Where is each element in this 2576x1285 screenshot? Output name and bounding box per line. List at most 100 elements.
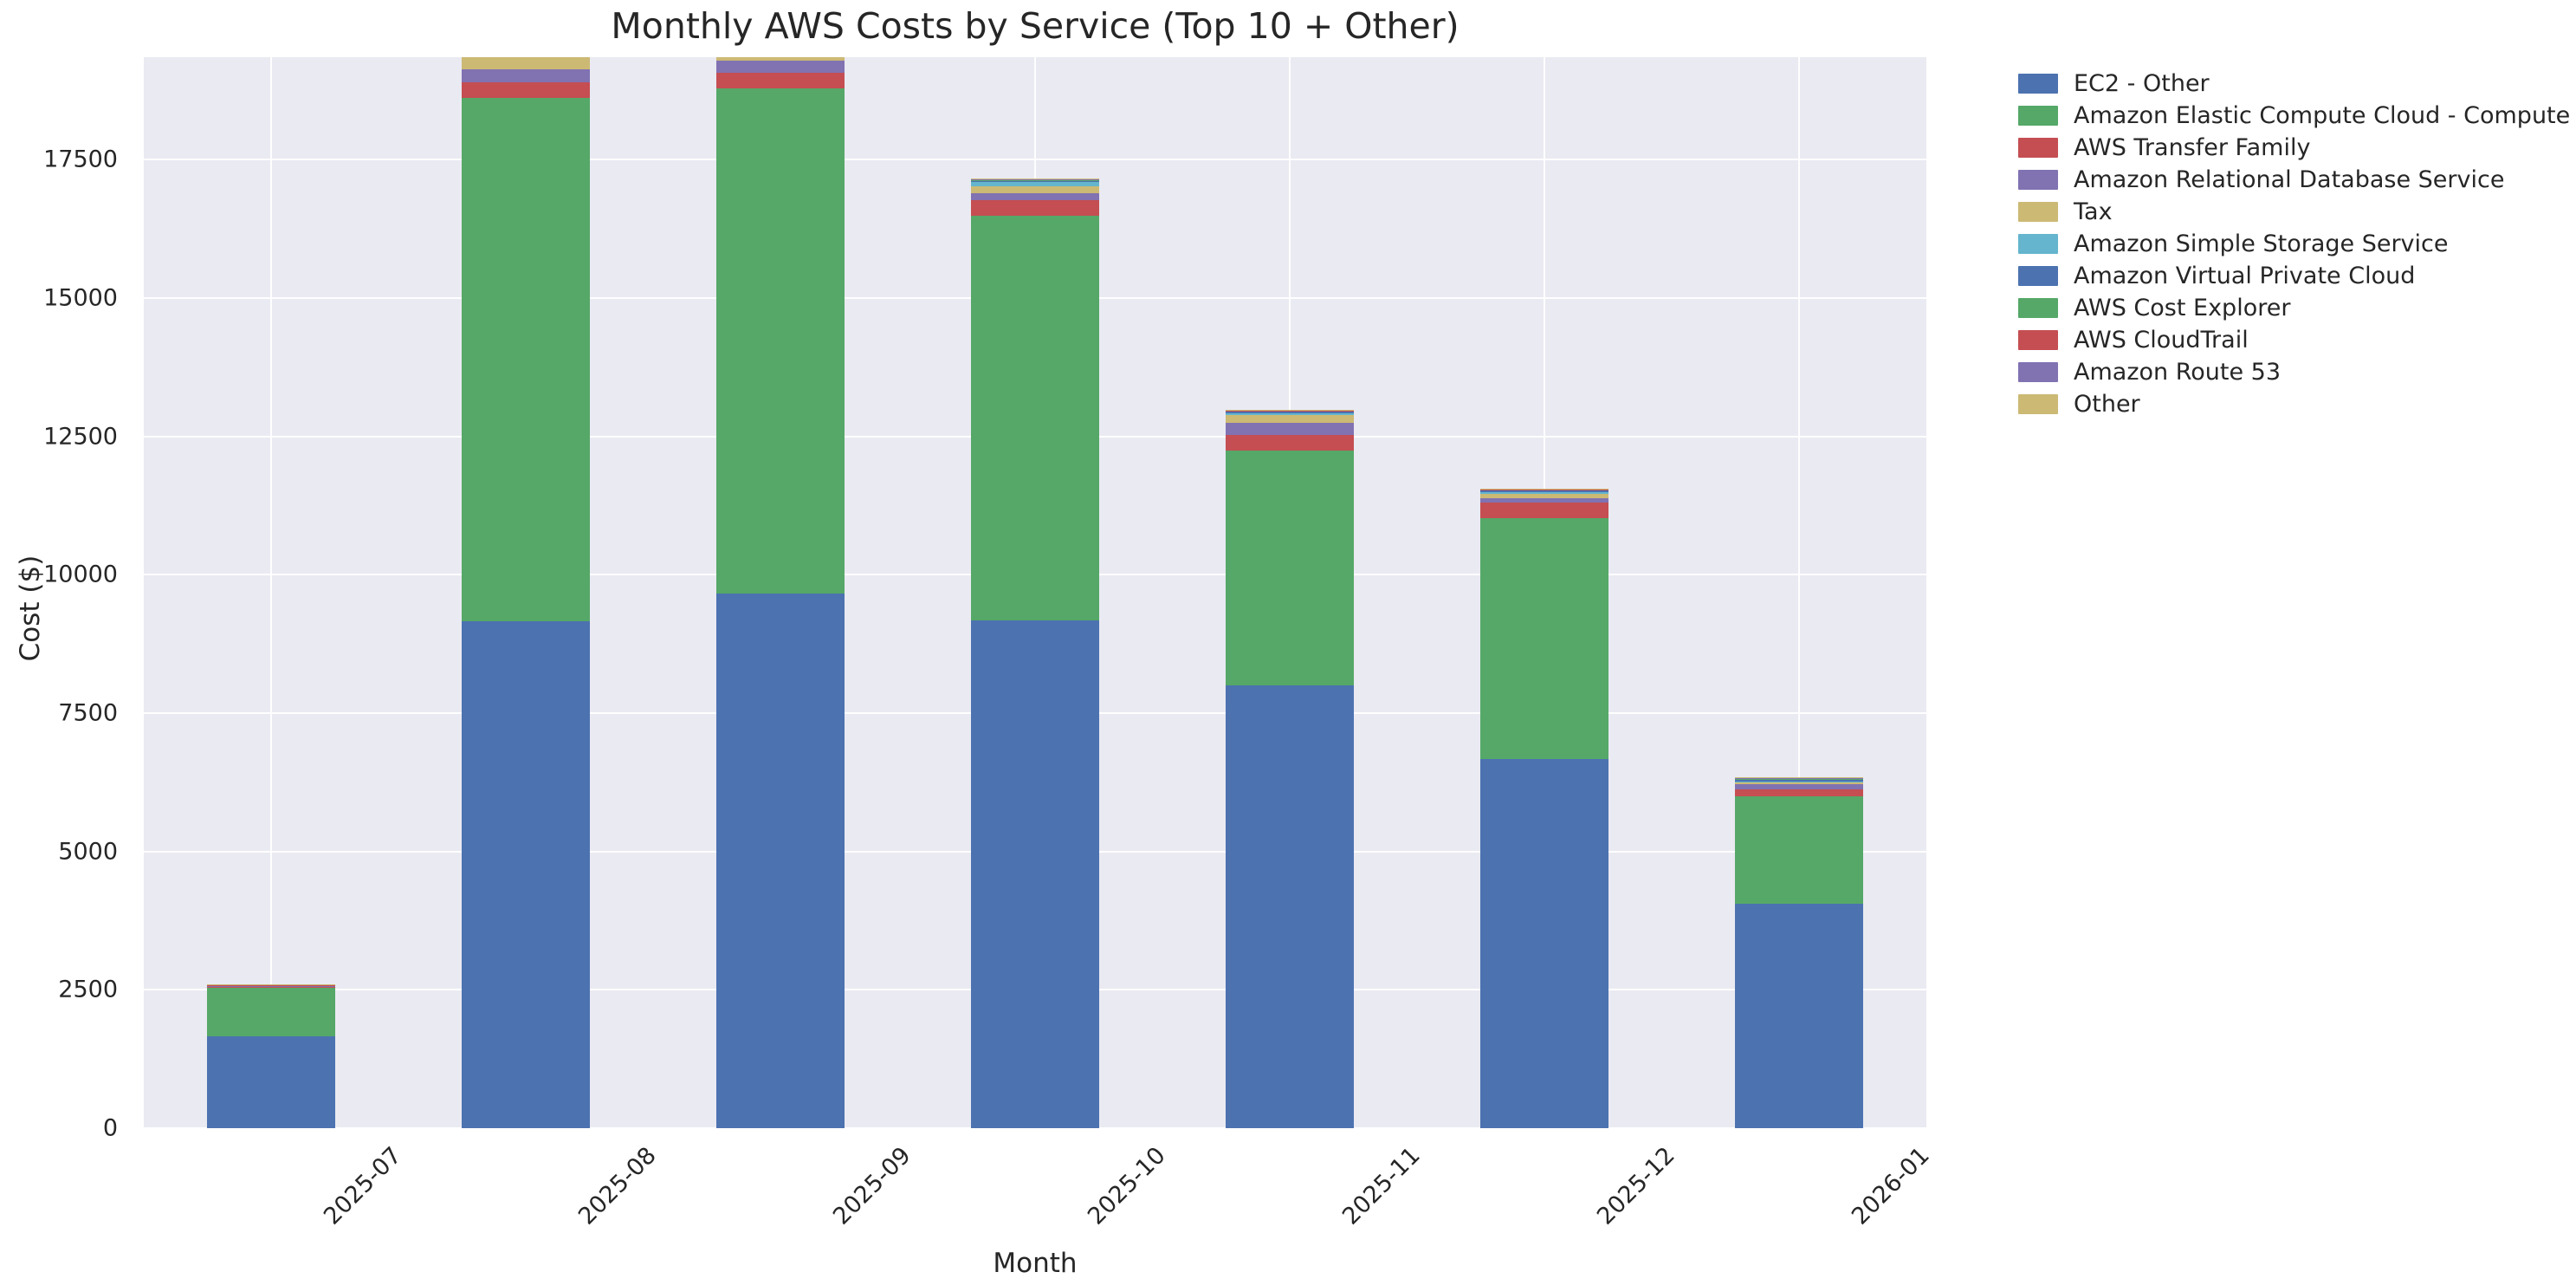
bar-segment — [716, 73, 845, 89]
legend-item-label: AWS Cost Explorer — [2074, 295, 2291, 321]
legend-item-8[interactable]: AWS CloudTrail — [2018, 324, 2573, 356]
x-tick-2026-01: 2026-01 — [1847, 1142, 1935, 1230]
bar-segment — [971, 179, 1099, 181]
legend-swatch-icon — [2018, 106, 2058, 126]
legend-item-6[interactable]: Amazon Virtual Private Cloud — [2018, 260, 2573, 292]
bar-segment — [1735, 796, 1863, 905]
legend-item-label: EC2 - Other — [2074, 70, 2210, 97]
legend-swatch-icon — [2018, 394, 2058, 414]
bar-segment — [971, 185, 1099, 194]
legend-item-label: Amazon Simple Storage Service — [2074, 230, 2449, 257]
legend-item-4[interactable]: Tax — [2018, 196, 2573, 228]
legend-item-label: Amazon Elastic Compute Cloud - Compute — [2074, 102, 2571, 129]
gridline-x-2025-07 — [270, 57, 272, 1128]
legend-item-label: Amazon Virtual Private Cloud — [2074, 263, 2416, 289]
x-tick-2025-09: 2025-09 — [828, 1142, 916, 1230]
legend-item-label: Tax — [2074, 198, 2113, 225]
bar-segment — [1735, 789, 1863, 797]
bar-segment — [1480, 758, 1608, 1128]
bar-segment — [462, 82, 590, 99]
bar-segment — [716, 88, 845, 594]
bar-2025-07[interactable] — [207, 984, 335, 1128]
x-axis-label: Month — [993, 1248, 1078, 1279]
legend-item-3[interactable]: Amazon Relational Database Service — [2018, 164, 2573, 196]
bar-segment — [1735, 777, 1863, 779]
bar-segment — [971, 620, 1099, 1128]
bar-2025-12[interactable] — [1480, 488, 1608, 1128]
y-tick-7500: 7500 — [58, 699, 118, 727]
bar-segment — [1735, 904, 1863, 1128]
bar-segment — [971, 215, 1099, 621]
bar-segment — [1226, 414, 1354, 424]
bar-segment — [1735, 782, 1863, 785]
legend-item-5[interactable]: Amazon Simple Storage Service — [2018, 228, 2573, 260]
bar-segment — [207, 985, 335, 987]
bar-segment — [1480, 497, 1608, 503]
bar-2025-11[interactable] — [1226, 409, 1354, 1128]
bar-segment — [971, 180, 1099, 183]
x-tick-2025-11: 2025-11 — [1337, 1142, 1426, 1230]
legend-item-7[interactable]: AWS Cost Explorer — [2018, 292, 2573, 324]
bar-segment — [1480, 493, 1608, 498]
bar-segment — [1226, 413, 1354, 415]
bar-segment — [1226, 410, 1354, 412]
bar-segment — [1226, 434, 1354, 451]
bar-segment — [1226, 423, 1354, 435]
y-axis-label: Cost ($) — [15, 555, 46, 662]
bar-segment — [1480, 502, 1608, 519]
bar-segment — [207, 986, 335, 988]
bar-segment — [462, 57, 590, 70]
bar-segment — [1735, 778, 1863, 780]
y-tick-2500: 2500 — [58, 976, 118, 1003]
x-tick-2025-08: 2025-08 — [573, 1142, 662, 1230]
legend-item-0[interactable]: EC2 - Other — [2018, 68, 2573, 100]
legend-item-label: Amazon Route 53 — [2074, 359, 2282, 386]
bar-segment — [971, 178, 1099, 179]
bar-2025-08[interactable] — [462, 57, 590, 1128]
legend-swatch-icon — [2018, 330, 2058, 350]
legend-item-9[interactable]: Amazon Route 53 — [2018, 356, 2573, 388]
bar-segment — [1226, 411, 1354, 412]
bar-segment — [207, 1035, 335, 1128]
bar-segment — [1735, 781, 1863, 783]
y-tick-5000: 5000 — [58, 838, 118, 866]
bar-segment — [462, 620, 590, 1128]
y-tick-10000: 10000 — [43, 561, 118, 588]
chart-title: Monthly AWS Costs by Service (Top 10 + O… — [611, 5, 1460, 47]
y-tick-17500: 17500 — [43, 146, 118, 173]
bar-segment — [716, 60, 845, 74]
bar-segment — [971, 179, 1099, 180]
y-tick-12500: 12500 — [43, 423, 118, 451]
chart-legend: EC2 - Other Amazon Elastic Compute Cloud … — [2018, 68, 2573, 420]
legend-swatch-icon — [2018, 234, 2058, 254]
bar-segment — [716, 57, 845, 61]
bar-segment — [716, 593, 845, 1128]
legend-item-10[interactable]: Other — [2018, 388, 2573, 420]
bar-segment — [1735, 784, 1863, 789]
bar-segment — [971, 200, 1099, 216]
bar-segment — [1480, 490, 1608, 493]
x-tick-2025-07: 2025-07 — [319, 1142, 407, 1230]
legend-swatch-icon — [2018, 170, 2058, 190]
bar-segment — [207, 987, 335, 1036]
bar-2026-01[interactable] — [1735, 777, 1863, 1128]
bar-segment — [1226, 409, 1354, 411]
bar-segment — [1480, 488, 1608, 490]
legend-item-label: Amazon Relational Database Service — [2074, 166, 2505, 193]
legend-item-2[interactable]: AWS Transfer Family — [2018, 132, 2573, 164]
bar-2025-10[interactable] — [971, 178, 1099, 1128]
bar-segment — [462, 98, 590, 621]
legend-swatch-icon — [2018, 74, 2058, 94]
bar-segment — [462, 69, 590, 83]
legend-swatch-icon — [2018, 362, 2058, 382]
legend-swatch-icon — [2018, 298, 2058, 318]
bar-segment — [1735, 778, 1863, 779]
bar-2025-09[interactable] — [716, 57, 845, 1128]
y-tick-0: 0 — [102, 1114, 118, 1142]
legend-swatch-icon — [2018, 266, 2058, 286]
bar-segment — [1735, 779, 1863, 782]
bar-segment — [971, 182, 1099, 186]
legend-item-1[interactable]: Amazon Elastic Compute Cloud - Compute — [2018, 100, 2573, 132]
x-tick-2025-12: 2025-12 — [1592, 1142, 1680, 1230]
